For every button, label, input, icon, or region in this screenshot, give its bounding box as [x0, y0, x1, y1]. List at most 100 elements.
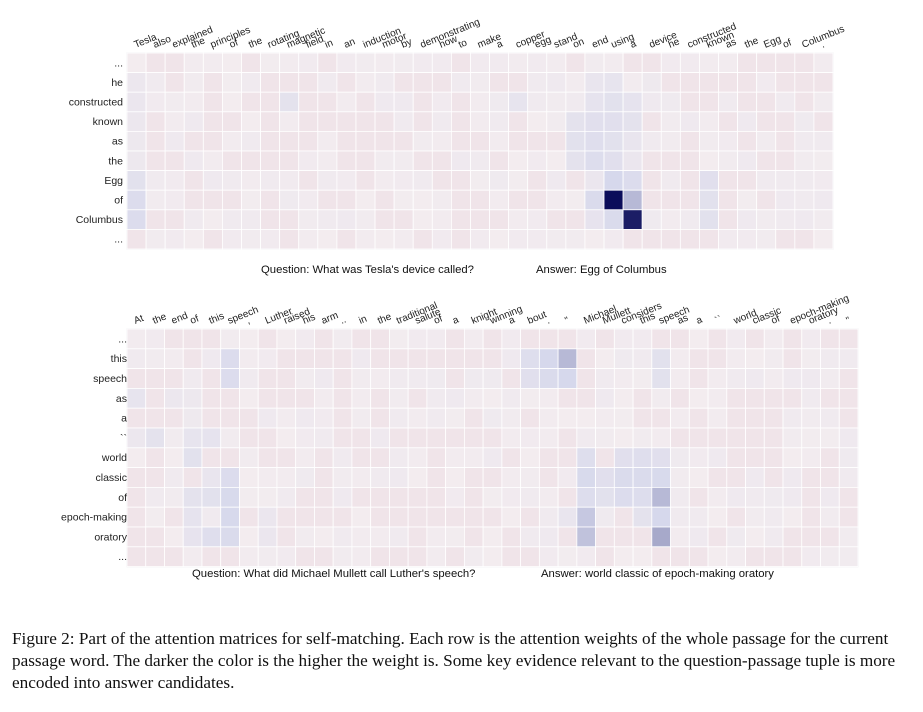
heatmap-cell: [445, 467, 465, 488]
heatmap-cell: [565, 189, 586, 211]
figure-caption: Figure 2: Part of the attention matrices…: [12, 629, 896, 692]
heatmap-cell: [389, 387, 409, 409]
heatmap-cell: [584, 170, 605, 191]
heatmap-cell: [632, 368, 653, 389]
heatmap-cell: [407, 486, 428, 508]
heatmap-cell: [688, 427, 709, 449]
heatmap-cell: [726, 546, 746, 567]
heatmap-cell: [508, 72, 529, 93]
heatmap-cell: [260, 228, 281, 250]
heatmap-cell: [801, 328, 821, 350]
heatmap-cell: [603, 170, 624, 191]
heatmap-cell: [126, 150, 147, 172]
heatmap-cell: [145, 91, 166, 113]
heatmap-cell: [538, 368, 559, 389]
heatmap-cell: [632, 447, 653, 468]
heatmap-cell: [222, 52, 242, 74]
heatmap-cell: [641, 209, 662, 230]
heatmap-cell: [489, 72, 510, 93]
heatmap-cell: [565, 209, 586, 230]
attention-matrix-2: ...thisspeechasa``worldclassicofepoch-ma…: [61, 293, 859, 580]
heatmap-cell: [201, 407, 222, 429]
heatmap-cell: [220, 506, 240, 528]
heatmap-cell: [660, 52, 681, 74]
heatmap-cell: [355, 150, 376, 172]
heatmap-cell: [336, 111, 357, 132]
heatmap-cell: [595, 387, 615, 409]
heatmap-cell: [565, 228, 586, 250]
heatmap-cell: [737, 228, 758, 250]
heatmap-cell: [182, 506, 203, 528]
heatmap-cell: [317, 209, 338, 230]
heatmap-cell: [314, 387, 334, 409]
heatmap-cell: [239, 486, 259, 508]
heatmap-cell: [317, 228, 338, 250]
heatmap-cell: [241, 209, 261, 230]
heatmap-cell: [651, 368, 671, 389]
heatmap-cell: [595, 368, 615, 389]
heatmap-cell: [222, 170, 242, 191]
heatmap-cell: [718, 228, 738, 250]
heatmap-cell: [412, 91, 433, 113]
heatmap-cell: [737, 111, 758, 132]
heatmap-cell: [670, 407, 690, 429]
heatmap-cell: [407, 407, 428, 429]
heatmap-cell: [538, 427, 559, 449]
heatmap-cell: [538, 467, 559, 488]
heatmap-cell: [763, 348, 784, 369]
column-label: on: [571, 36, 585, 50]
heatmap-cell: [351, 506, 372, 528]
heatmap-cell: [164, 72, 185, 93]
heatmap-cell: [756, 111, 777, 132]
heatmap-cell: [641, 111, 662, 132]
heatmap-cell: [279, 189, 300, 211]
heatmap-cell: [463, 447, 484, 468]
heatmap-cell: [336, 91, 357, 113]
heatmap-cell: [314, 546, 334, 567]
heatmap-cell: [298, 130, 319, 152]
heatmap-cell: [527, 150, 548, 172]
heatmap-cell: [126, 368, 147, 389]
heatmap-cell: [813, 72, 834, 93]
heatmap-cell: [463, 387, 484, 409]
row-label: as: [116, 393, 127, 405]
heatmap-cell: [527, 72, 548, 93]
heatmap-cell: [775, 228, 796, 250]
heatmap-cell: [164, 368, 184, 389]
heatmap-cell: [718, 52, 738, 74]
heatmap-cell: [794, 72, 815, 93]
heatmap-cell: [670, 546, 690, 567]
heatmap-cell: [314, 368, 334, 389]
heatmap-cell: [775, 72, 796, 93]
heatmap-cell: [182, 526, 203, 548]
heatmap-cell: [520, 427, 540, 449]
column-label: At: [132, 313, 145, 327]
heatmap-cell: [782, 506, 803, 528]
heatmap-cell: [782, 387, 803, 409]
row-label: Columbus: [76, 214, 123, 226]
heatmap-cell: [622, 209, 643, 230]
heatmap-cell: [501, 546, 522, 567]
heatmap-cell: [426, 486, 447, 508]
heatmap-cell: [482, 348, 503, 369]
heatmap-cell: [220, 447, 240, 468]
heatmap-cell: [370, 348, 390, 369]
heatmap-cell: [407, 387, 428, 409]
heatmap-cell: [718, 150, 738, 172]
column-label: end: [591, 34, 611, 50]
heatmap-cell: [201, 328, 222, 350]
heatmap-cell: [707, 467, 728, 488]
column-label: he: [667, 36, 682, 51]
heatmap-cell: [126, 189, 147, 211]
heatmap-cell: [241, 150, 261, 172]
heatmap-cell: [576, 368, 596, 389]
heatmap-cell: [393, 52, 414, 74]
heatmap-cell: [679, 228, 700, 250]
heatmap-cell: [336, 130, 357, 152]
heatmap-cell: [431, 209, 452, 230]
heatmap-cell: [202, 111, 223, 132]
column-label: of: [781, 37, 793, 50]
heatmap-cell: [756, 72, 777, 93]
heatmap-cell: [220, 546, 240, 567]
heatmap-cell: [726, 427, 746, 449]
